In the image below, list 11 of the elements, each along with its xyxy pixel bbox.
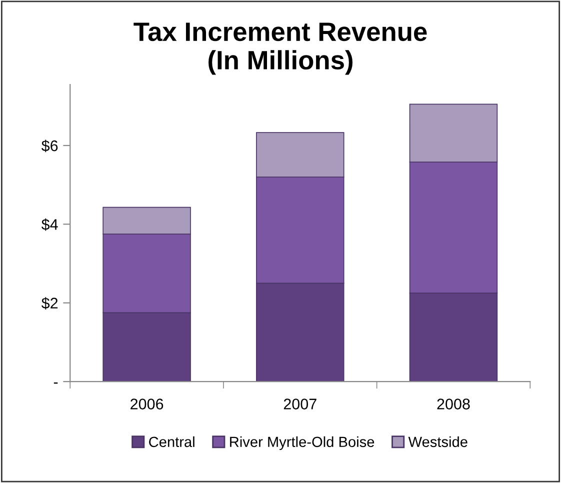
legend-label: Westside xyxy=(408,436,468,448)
x-tick-label: 2007 xyxy=(284,398,316,410)
legend-label: Central xyxy=(149,436,194,448)
legend-label: River Myrtle-Old Boise xyxy=(230,436,374,450)
x-tick-label: 2008 xyxy=(437,398,470,410)
x-tick-label: 2006 xyxy=(130,398,164,410)
y-tick-label: $2 xyxy=(41,297,58,310)
y-tick-label: - xyxy=(54,382,58,384)
y-tick-label: $6 xyxy=(41,140,58,152)
chart-title: Tax Increment Revenue (In Millions) xyxy=(134,22,427,75)
y-tick-label: $4 xyxy=(41,218,58,231)
